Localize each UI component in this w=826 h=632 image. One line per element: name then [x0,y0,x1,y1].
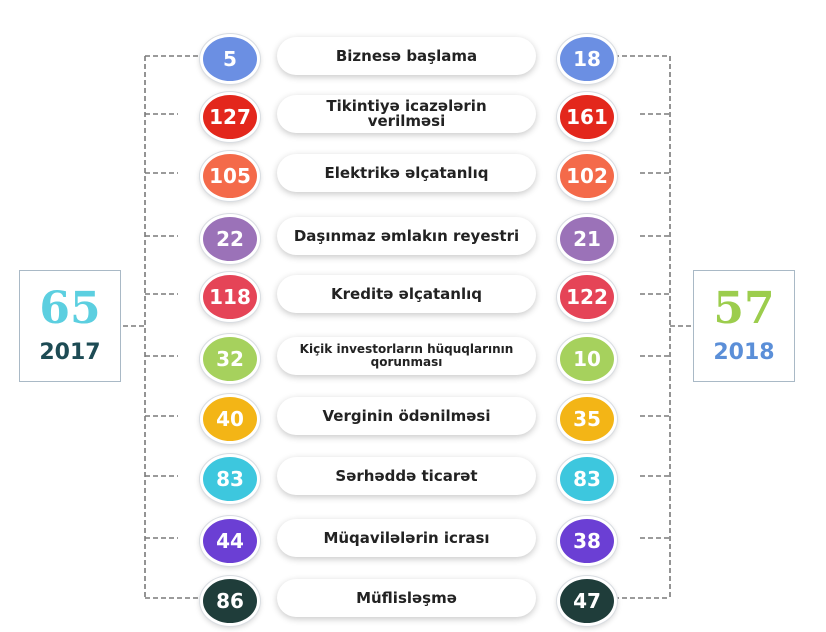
indicator-row: 5 Biznesə başlama 18 [0,26,826,86]
rank-2018-circle: 21 [557,214,617,264]
rank-2018-circle: 38 [557,516,617,566]
rank-2017-circle: 32 [200,334,260,384]
rank-2017-circle: 40 [200,394,260,444]
summary-box-right: 57 2018 [693,270,795,382]
indicator-row: 105 Elektrikə əlçatanlıq 102 [0,143,826,203]
rank-2018-circle: 18 [557,34,617,84]
indicator-label: Verginin ödənilməsi [277,397,536,435]
summary-rank-right: 57 [713,283,775,334]
summary-year-right: 2018 [713,340,775,365]
rank-2018-circle: 122 [557,272,617,322]
rank-2018-circle: 161 [557,92,617,142]
summary-rank-left: 65 [39,283,101,334]
indicator-label: Biznesə başlama [277,37,536,75]
indicator-row: 32 Kiçik investorların hüquqlarının qorun… [0,326,826,386]
indicator-label: Müqavilələrin icrası [277,519,536,557]
rank-2018-circle: 83 [557,454,617,504]
rank-2017-circle: 5 [200,34,260,84]
indicator-row: 40 Verginin ödənilməsi 35 [0,386,826,446]
indicator-row: 44 Müqavilələrin icrası 38 [0,508,826,568]
indicator-label: Elektrikə əlçatanlıq [277,154,536,192]
summary-year-left: 2017 [39,340,101,365]
rank-2018-circle: 10 [557,334,617,384]
rank-2017-circle: 22 [200,214,260,264]
indicator-label: Sərhəddə ticarət [277,457,536,495]
indicator-label: Daşınmaz əmlakın reyestri [277,217,536,255]
rank-2017-circle: 86 [200,576,260,626]
indicator-label: Tikintiyə icazələrin verilməsi [277,95,536,133]
indicator-label: Kreditə əlçatanlıq [277,275,536,313]
rank-2017-circle: 127 [200,92,260,142]
indicator-row: 86 Müflisləşmə 47 [0,568,826,628]
indicator-row: 127 Tikintiyə icazələrin verilməsi 161 [0,84,826,144]
indicator-label: Müflisləşmə [277,579,536,617]
rank-2018-circle: 47 [557,576,617,626]
rank-2017-circle: 105 [200,151,260,201]
summary-box-left: 65 2017 [19,270,121,382]
indicator-row: 22 Daşınmaz əmlakın reyestri 21 [0,206,826,266]
indicator-row: 83 Sərhəddə ticarət 83 [0,446,826,506]
rank-2017-circle: 118 [200,272,260,322]
rank-2017-circle: 44 [200,516,260,566]
indicator-label: Kiçik investorların hüquqlarının qorunma… [277,337,536,375]
rank-2018-circle: 102 [557,151,617,201]
rank-2018-circle: 35 [557,394,617,444]
rank-2017-circle: 83 [200,454,260,504]
indicator-row: 118 Kreditə əlçatanlıq 122 [0,264,826,324]
